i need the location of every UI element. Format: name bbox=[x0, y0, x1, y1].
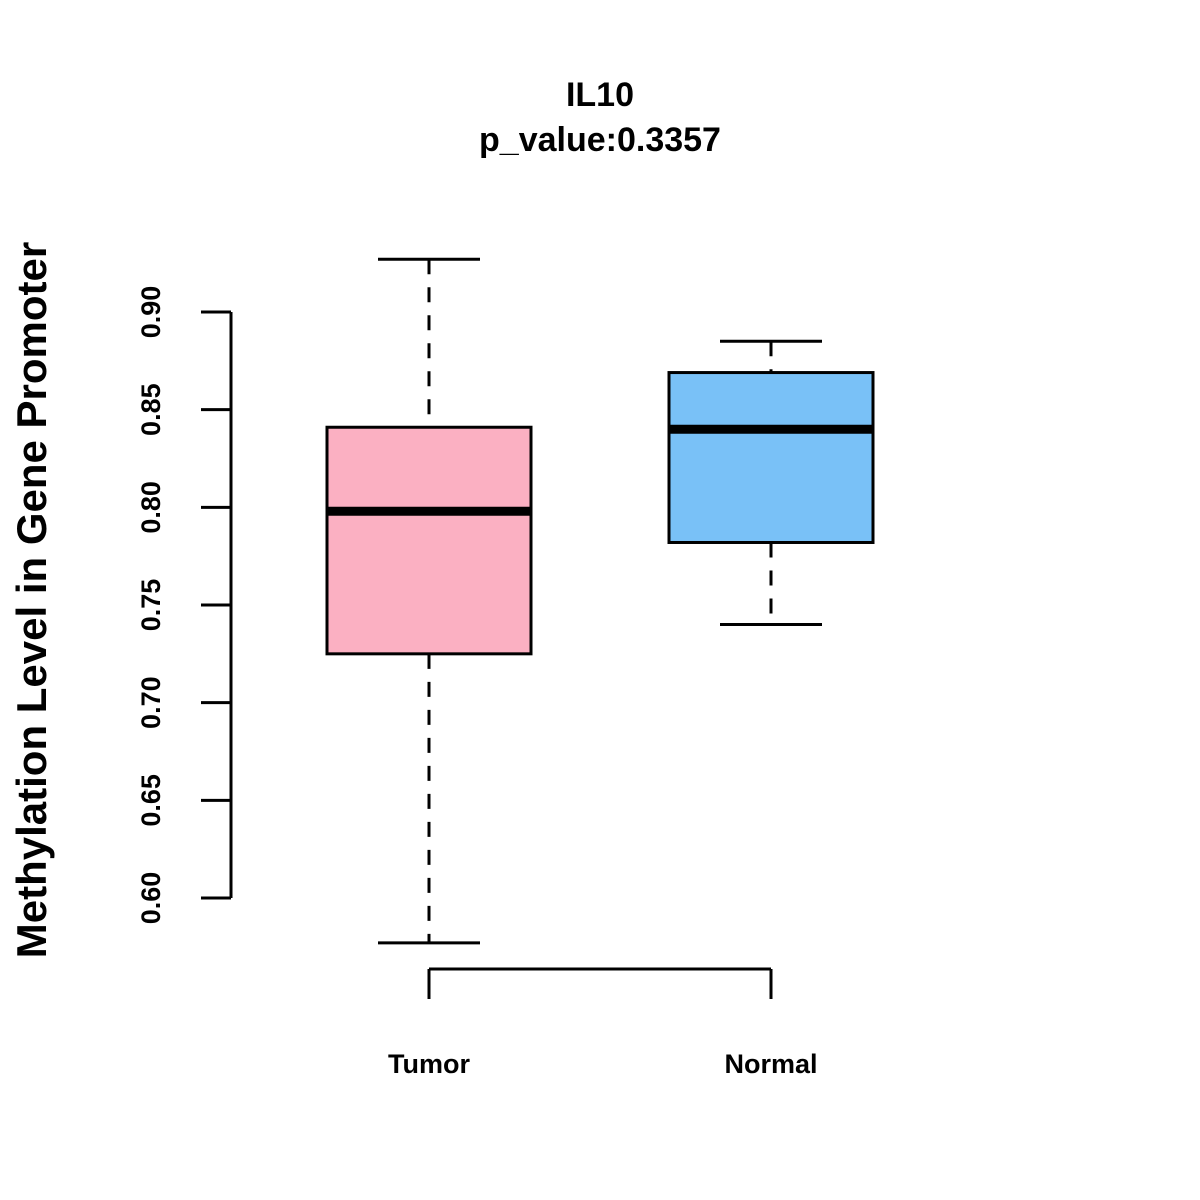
x-axis: Tumor Normal bbox=[388, 967, 818, 1079]
y-tick-label: 0.85 bbox=[136, 383, 166, 436]
y-tick-label: 0.65 bbox=[136, 774, 166, 827]
chart-subtitle: p_value:0.3357 bbox=[479, 121, 721, 159]
y-tick-label: 0.60 bbox=[136, 872, 166, 925]
x-tick-label: Normal bbox=[724, 1049, 817, 1079]
x-tick-label: Tumor bbox=[388, 1049, 470, 1079]
y-axis-label: Methylation Level in Gene Promoter bbox=[8, 242, 55, 958]
y-tick-label: 0.75 bbox=[136, 579, 166, 632]
box-series bbox=[325, 257, 875, 945]
y-axis: 0.60 0.65 0.70 0.75 0.80 0.85 0.90 bbox=[136, 286, 233, 925]
box-normal bbox=[667, 339, 875, 627]
y-tick-label: 0.90 bbox=[136, 286, 166, 339]
box-tumor bbox=[325, 257, 533, 945]
y-tick-label: 0.70 bbox=[136, 676, 166, 729]
y-tick-label: 0.80 bbox=[136, 481, 166, 534]
box-iqr bbox=[667, 371, 875, 544]
chart-title: IL10 bbox=[566, 76, 634, 114]
box-iqr bbox=[325, 425, 533, 656]
